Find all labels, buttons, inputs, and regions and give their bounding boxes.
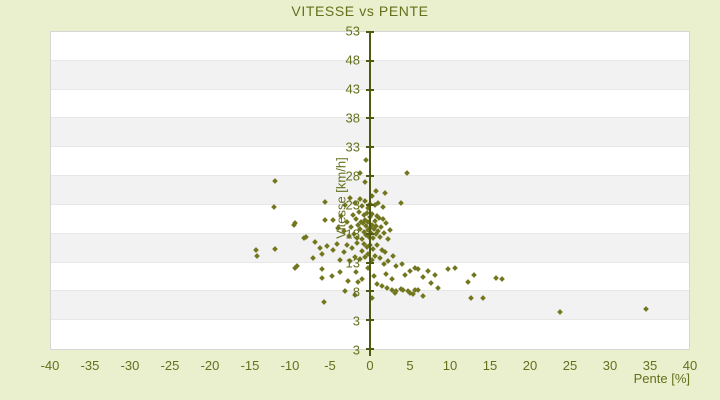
x-tick-label: 10	[442, 358, 458, 373]
x-tick-label: -20	[200, 358, 220, 373]
y-tick-mark	[366, 88, 374, 91]
y-tick-mark	[366, 31, 374, 33]
y-tick-mark	[366, 348, 374, 350]
x-tick-label: -30	[120, 358, 140, 373]
x-tick-label: 30	[602, 358, 618, 373]
y-axis-title: Vitesse [km/h]	[333, 157, 349, 239]
y-tick-label: 3	[352, 342, 360, 358]
x-tick-label: 0	[366, 358, 374, 373]
x-tick-label: 35	[642, 358, 658, 373]
chart-title: VITESSE vs PENTE	[291, 3, 429, 19]
y-tick-label: 53	[345, 23, 360, 39]
y-tick-mark	[366, 290, 374, 293]
plot-area	[50, 31, 690, 356]
y-tick-mark	[366, 261, 374, 264]
y-tick-mark	[366, 203, 374, 206]
y-tick-label: 33	[345, 139, 360, 155]
x-tick-label: -25	[160, 358, 180, 373]
x-tick-label: 40	[682, 358, 698, 373]
y-tick-mark	[366, 319, 374, 322]
y-tick-label: 23	[345, 197, 360, 213]
y-tick-label: 38	[345, 110, 360, 126]
y-tick-label: 18	[345, 226, 360, 242]
y-tick-mark	[366, 59, 374, 62]
y-tick-mark	[366, 175, 374, 178]
y-tick-mark	[366, 146, 374, 149]
y-tick-label: 28	[345, 168, 360, 184]
x-tick-label: -40	[40, 358, 60, 373]
y-tick-mark	[366, 117, 374, 120]
y-tick-label: 43	[345, 81, 360, 97]
x-tick-label: 5	[406, 358, 414, 373]
y-tick-mark	[366, 232, 374, 235]
x-tick-label: 20	[522, 358, 538, 373]
y-tick-label: 8	[352, 284, 360, 300]
x-tick-label: -10	[280, 358, 300, 373]
x-axis-title: Pente [%]	[633, 371, 690, 386]
x-tick-label: 15	[482, 358, 498, 373]
x-tick-label: -35	[80, 358, 100, 373]
y-tick-label: 13	[345, 255, 360, 271]
y-tick-label: 48	[345, 52, 360, 68]
x-tick-label: 25	[562, 358, 578, 373]
x-tick-label: -15	[240, 358, 260, 373]
y-tick-label: 3	[352, 313, 360, 329]
x-tick-label: -5	[324, 358, 336, 373]
zero-axis-line	[369, 32, 371, 356]
